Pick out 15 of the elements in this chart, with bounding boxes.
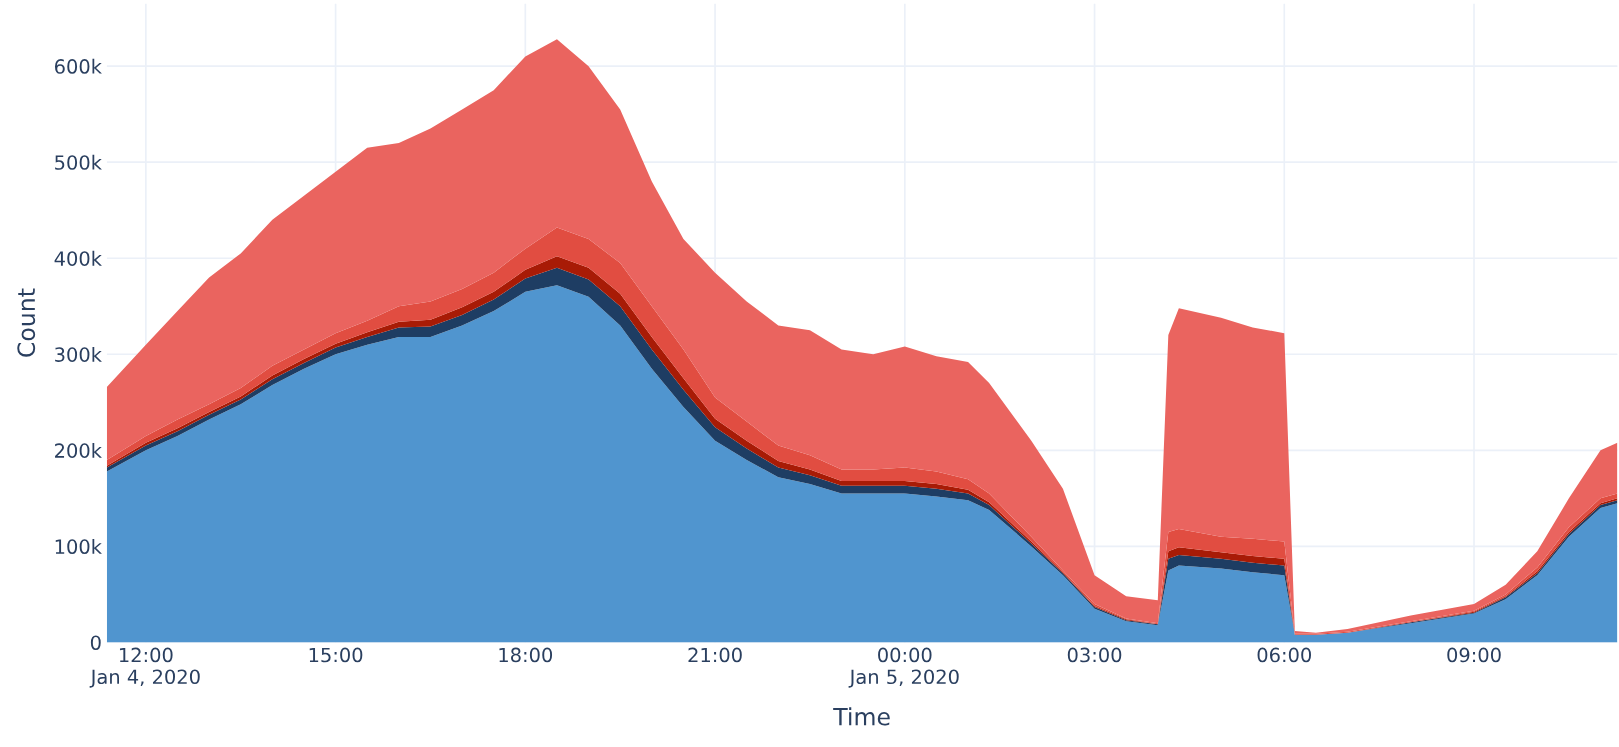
y-tick-label: 200k — [55, 442, 102, 458]
y-tick-label: 100k — [55, 538, 102, 555]
x-axis-title: Time — [833, 707, 890, 726]
y-tick-label: 600k — [54, 58, 102, 74]
x-tick-label: 09:00 — [1447, 647, 1501, 663]
x-tick-label: 18:00 — [499, 647, 553, 663]
x-tick-label: 15:00 — [309, 647, 363, 663]
y-tick-label: 300k — [55, 346, 102, 362]
x-tick-label: 03:00 — [1067, 647, 1122, 663]
y-tick-label: 400k — [54, 250, 102, 266]
x-tick-label: 06:00 — [1257, 647, 1312, 663]
y-tick-label: 500k — [55, 154, 102, 170]
x-tick-label: 00:00 Jan 5, 2020 — [848, 647, 959, 688]
x-tick-label: 21:00 — [688, 647, 742, 663]
y-axis-title: Count — [17, 288, 36, 357]
